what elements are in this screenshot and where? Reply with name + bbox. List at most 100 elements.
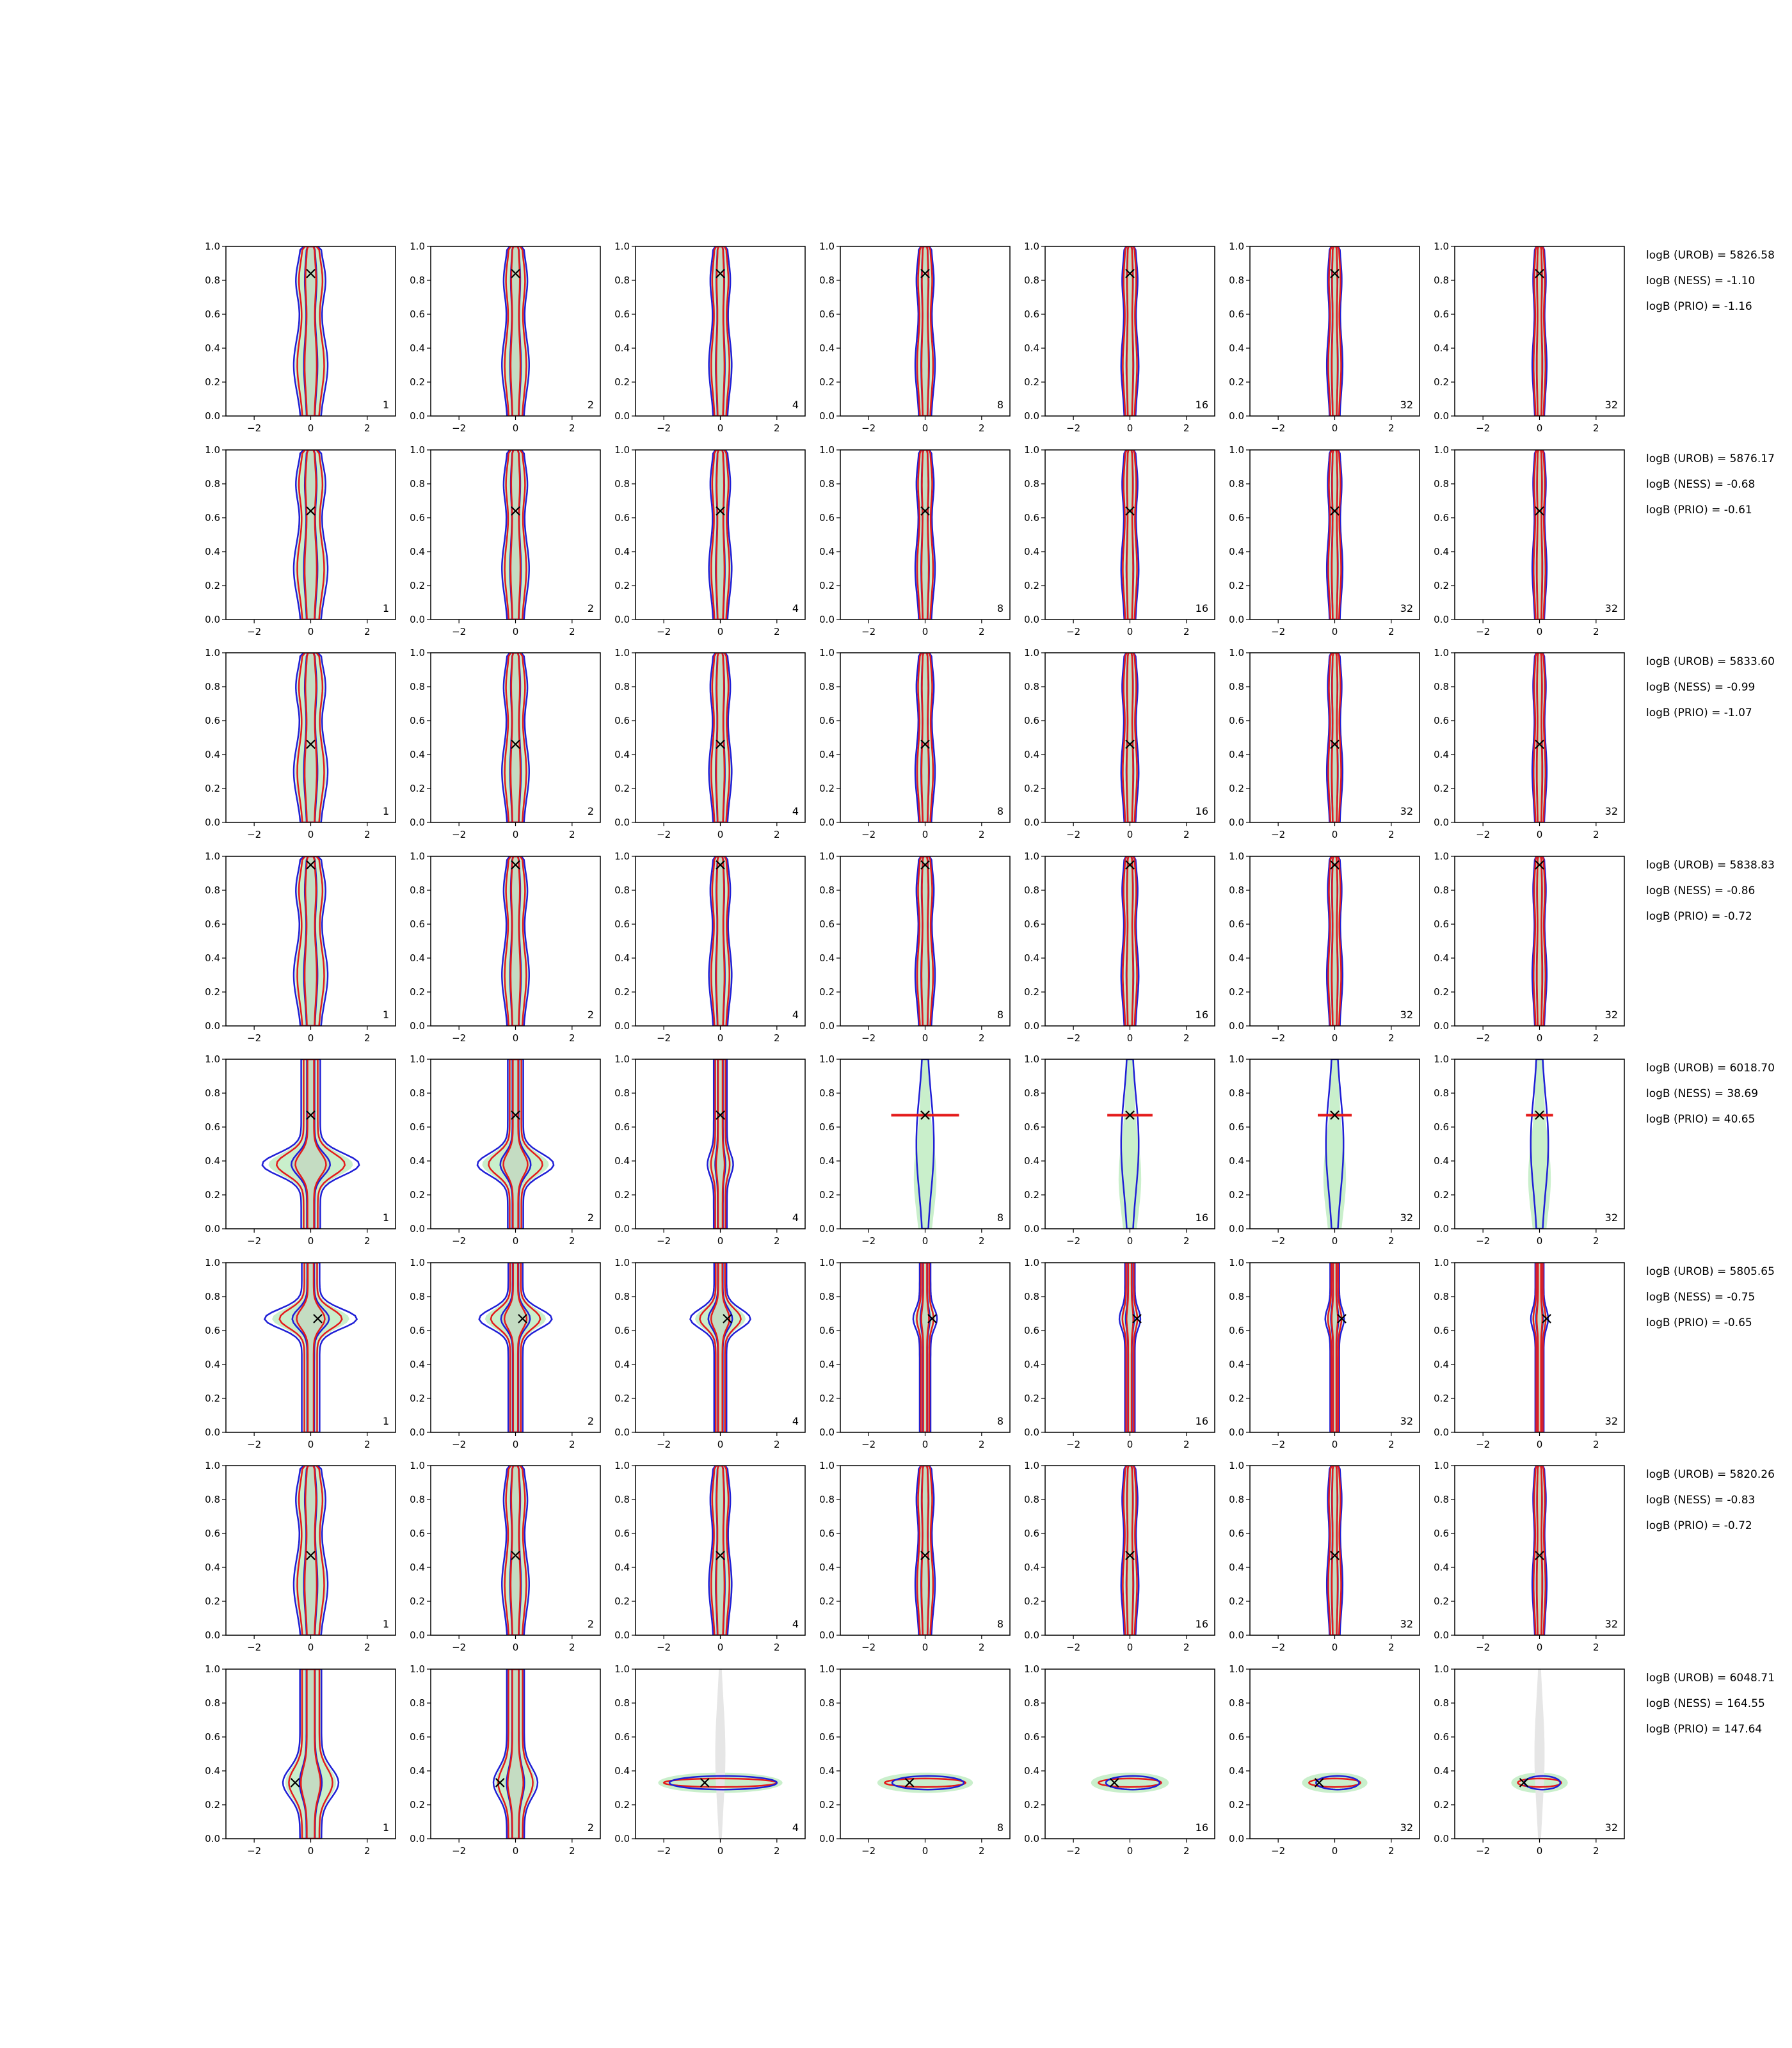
x-tick-label: 0 [1332,626,1338,637]
x-tick-label: 0 [1332,1032,1338,1044]
y-tick-label: 0.4 [614,1765,630,1777]
y-tick-label: 0.8 [1024,1087,1039,1099]
y-tick-label: 0.8 [205,681,220,692]
contour-red-inner [1536,246,1543,416]
contour-red-inner [303,1466,318,1635]
y-tick-label: 0.0 [819,614,835,625]
x-tick-label: 0 [1127,1845,1133,1857]
y-tick-label: 0.8 [410,478,425,490]
y-tick-label: 0.6 [614,1325,630,1336]
contour-red [916,1263,934,1432]
x-tick-label: −2 [452,422,466,434]
x-tick-label: 2 [364,626,371,637]
y-tick-label: 0.4 [819,1765,835,1777]
x-tick-label: 0 [513,1845,519,1857]
panel-r5-c1: × −2 0 2 0.0 0.2 0.4 0.6 0.8 1.0 1 [205,1053,396,1247]
x-tick-label: −2 [1476,1642,1490,1653]
x-tick-label: 0 [922,1032,929,1044]
x-tick-label: −2 [452,1235,466,1247]
panel-label: 2 [588,1415,594,1427]
contour-blue [1120,450,1140,620]
contour-red-inner [920,653,930,822]
contour-red-inner [1126,856,1134,1026]
row-annotation: logB (UROB) = 6018.70 [1646,1062,1775,1075]
y-tick-label: 1.0 [819,647,835,659]
y-tick-label: 0.8 [819,275,835,286]
panel-r2-c2: × −2 0 2 0.0 0.2 0.4 0.6 0.8 1.0 2 [410,444,601,637]
contour-red-inner [920,1263,930,1432]
y-tick-label: 0.4 [205,1765,220,1777]
density-outer [1528,1059,1551,1229]
contour-blue [1531,856,1548,1026]
y-tick-label: 0.6 [410,715,425,726]
x-tick-label: 2 [979,1235,985,1247]
contour-red-inner [715,1466,726,1635]
y-tick-label: 1.0 [614,444,630,456]
contour-red-inner [296,1263,326,1432]
y-tick-label: 1.0 [819,444,835,456]
row-annotation: logB (UROB) = 5820.26 [1646,1468,1775,1481]
y-tick-label: 0.4 [1024,1765,1039,1777]
panel-label: 4 [792,399,799,411]
x-tick-label: −2 [247,1845,261,1857]
y-tick-label: 0.2 [205,986,220,998]
y-tick-label: 0.6 [614,1731,630,1743]
y-tick-label: 1.0 [410,444,425,456]
x-tick-label: 0 [1332,1439,1338,1450]
x-tick-label: 2 [569,1235,575,1247]
y-tick-label: 0.0 [1024,410,1039,422]
x-tick-label: −2 [657,1845,671,1857]
contour-blue [1530,1059,1549,1229]
x-tick-label: −2 [1066,1032,1080,1044]
x-tick-label: 2 [1593,1642,1599,1653]
y-tick-label: 0.2 [410,986,425,998]
x-tick-label: −2 [452,1439,466,1450]
x-tick-label: 2 [1593,1845,1599,1857]
x-tick-label: 0 [513,422,519,434]
y-tick-label: 0.4 [410,342,425,354]
y-tick-label: 0.8 [1434,1087,1449,1099]
panel-r6-c1: × −2 0 2 0.0 0.2 0.4 0.6 0.8 1.0 1 [205,1257,396,1450]
x-tick-label: 0 [922,1642,929,1653]
contour-blue [1523,1775,1562,1791]
panel-r5-c6: × −2 0 2 0.0 0.2 0.4 0.6 0.8 1.0 32 [1229,1053,1420,1247]
y-tick-label: 0.0 [819,1427,835,1438]
y-tick-label: 0.4 [205,1562,220,1573]
contour-red [488,1059,543,1229]
true-value-marker: × [509,264,523,283]
contour-red-inner [1126,1466,1134,1635]
x-tick-label: 0 [513,829,519,840]
y-tick-label: 0.6 [410,512,425,524]
panel-label: 1 [383,1618,389,1630]
x-tick-label: 0 [922,626,929,637]
y-tick-label: 1.0 [1024,1053,1039,1065]
panel-r7-c5: × −2 0 2 0.0 0.2 0.4 0.6 0.8 1.0 16 [1024,1460,1215,1653]
row-annotation: logB (NESS) = -0.83 [1646,1494,1756,1507]
x-tick-label: 0 [308,626,314,637]
y-tick-label: 0.6 [205,1325,220,1336]
y-tick-label: 0.8 [614,478,630,490]
contour-blue [708,653,733,822]
x-tick-label: 0 [1332,1845,1338,1857]
y-tick-label: 1.0 [1024,851,1039,862]
contour-red [710,246,730,416]
panel-label: 8 [997,1212,1004,1224]
x-tick-label: −2 [1271,829,1285,840]
panel-r5-c2: × −2 0 2 0.0 0.2 0.4 0.6 0.8 1.0 2 [410,1053,601,1247]
true-value-marker: × [1123,735,1137,754]
contour-red-inner [507,1669,524,1839]
contour-blue [1531,450,1548,620]
y-tick-label: 0.4 [1024,952,1039,964]
y-tick-label: 0.8 [614,275,630,286]
x-tick-label: 0 [717,1845,724,1857]
y-tick-label: 1.0 [614,1053,630,1065]
y-tick-label: 0.8 [1229,1697,1244,1709]
contour-blue [914,1466,936,1635]
panel-r1-c4: × −2 0 2 0.0 0.2 0.4 0.6 0.8 1.0 8 [819,241,1011,434]
panel-r3-c6: × −2 0 2 0.0 0.2 0.4 0.6 0.8 1.0 32 [1229,647,1420,840]
panel-r2-c4: × −2 0 2 0.0 0.2 0.4 0.6 0.8 1.0 8 [819,444,1011,637]
contour-red-inner [715,856,726,1026]
panel-label: 4 [792,1212,799,1224]
y-tick-label: 0.6 [1229,512,1244,524]
contour-red-inner [300,1669,322,1839]
